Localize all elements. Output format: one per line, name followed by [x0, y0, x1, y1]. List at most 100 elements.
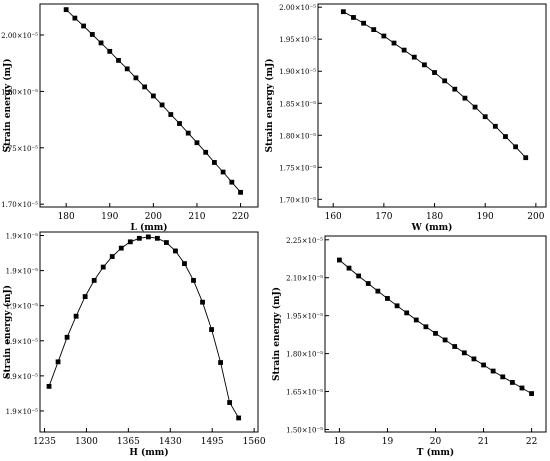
data-point [452, 344, 458, 349]
x-axis-label: W (mm) [411, 222, 453, 233]
data-point [413, 317, 419, 323]
data-point [462, 95, 468, 101]
data-point [432, 70, 437, 75]
x-tick-label: 1300 [75, 437, 98, 447]
data-point [423, 324, 429, 330]
data-point [471, 356, 477, 362]
data-point [89, 32, 95, 37]
x-axis-label: H (mm) [129, 447, 168, 458]
series-line [343, 11, 527, 159]
data-point [404, 310, 410, 316]
data-point [159, 102, 165, 108]
plot-frame [39, 231, 259, 433]
x-tick-label: 21 [478, 437, 489, 447]
x-tick-label: 200 [527, 212, 544, 222]
data-point [227, 400, 233, 405]
x-tick-label: 20 [430, 437, 442, 447]
data-point [200, 299, 205, 305]
data-point [72, 15, 78, 21]
x-tick-label: 160 [325, 212, 342, 222]
data-point [351, 15, 356, 20]
y-tick-label: 1.95×10⁻⁵ [279, 36, 316, 44]
y-axis-label: Strain energy (mJ) [2, 285, 13, 379]
y-axis-label: Strain energy (mJ) [2, 58, 13, 152]
data-point [98, 40, 104, 46]
x-tick-label: 1365 [117, 437, 140, 447]
data-point [168, 112, 174, 117]
data-point [452, 86, 458, 92]
data-point [391, 40, 397, 46]
data-point [340, 9, 346, 15]
x-tick-label: 180 [426, 212, 443, 222]
data-point [481, 362, 486, 368]
data-point [229, 179, 235, 185]
data-point [503, 134, 508, 139]
data-point [136, 235, 142, 241]
data-point [513, 144, 518, 150]
data-point [164, 240, 169, 245]
x-axis-label: T (mm) [417, 447, 454, 458]
data-point [107, 48, 113, 54]
plot-frame [39, 3, 259, 208]
data-point [490, 368, 496, 374]
data-point [523, 155, 529, 161]
x-tick-label: 1235 [33, 437, 56, 447]
plot-frame [317, 3, 547, 208]
data-point [118, 245, 124, 251]
x-tick-label: 22 [526, 437, 537, 447]
y-tick-label: 1.80×10⁻⁵ [1, 88, 38, 96]
data-point [218, 360, 223, 365]
data-point [73, 313, 79, 319]
data-point [492, 123, 498, 129]
x-tick-label: 190 [101, 212, 118, 222]
data-point [82, 294, 88, 299]
y-axis-label: Strain energy (mJ) [264, 58, 275, 152]
data-point [154, 235, 160, 241]
y-tick-label: 1.75×10⁻⁵ [279, 164, 316, 172]
data-point [145, 234, 151, 240]
data-point [371, 27, 377, 33]
y-tick-label: 1.9×10⁻⁵ [6, 408, 39, 416]
x-tick-label: 200 [145, 212, 162, 222]
data-point [191, 278, 196, 283]
x-tick-label: 210 [188, 212, 205, 222]
data-point [185, 130, 191, 136]
data-point [442, 337, 448, 343]
y-tick-label: 1.9×10⁻⁵ [6, 338, 39, 346]
data-point [203, 149, 209, 155]
data-point [461, 350, 467, 356]
data-point [173, 248, 178, 254]
x-axis-label: L (mm) [130, 222, 167, 233]
data-point [365, 281, 371, 286]
data-point [55, 359, 61, 365]
y-tick-label: 1.80×10⁻⁵ [286, 351, 323, 359]
y-tick-label: 2.00×10⁻⁵ [279, 4, 316, 12]
x-tick-label: 220 [232, 212, 249, 222]
data-point [63, 7, 69, 13]
data-point [375, 288, 381, 294]
x-tick-label: 19 [382, 437, 394, 447]
data-point [401, 47, 407, 53]
x-tick-label: 180 [58, 212, 75, 222]
data-point [182, 261, 187, 266]
data-point [81, 23, 86, 29]
data-point [109, 254, 115, 259]
data-point [381, 33, 387, 39]
chart-panel-H: 1235 1300 1365 1430 1495 1560 1.9×10⁻⁵ 1.9×10⁻⁵… [2, 231, 266, 458]
data-point [337, 257, 342, 263]
y-tick-label: 1.85×10⁻⁵ [279, 100, 316, 108]
chart-panel-L: 180 190 200 210 220 1.70×10⁻⁵ 1.75×10⁻⁵ 1.80×10… [1, 3, 259, 233]
x-tick-label: 170 [375, 212, 392, 222]
x-tick-label: 1430 [159, 437, 182, 447]
data-point [482, 114, 488, 120]
data-point [509, 380, 515, 385]
data-point [209, 327, 214, 332]
series-line [48, 236, 240, 419]
data-point [142, 84, 148, 90]
data-point [124, 66, 130, 72]
data-point [64, 334, 70, 340]
data-point [116, 57, 121, 63]
data-point [133, 75, 139, 81]
series-line [339, 259, 532, 394]
